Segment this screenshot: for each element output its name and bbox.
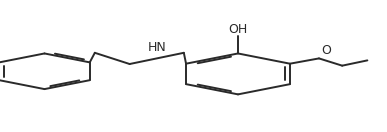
Text: HN: HN [147,41,166,54]
Text: OH: OH [228,23,248,36]
Text: O: O [321,44,331,57]
